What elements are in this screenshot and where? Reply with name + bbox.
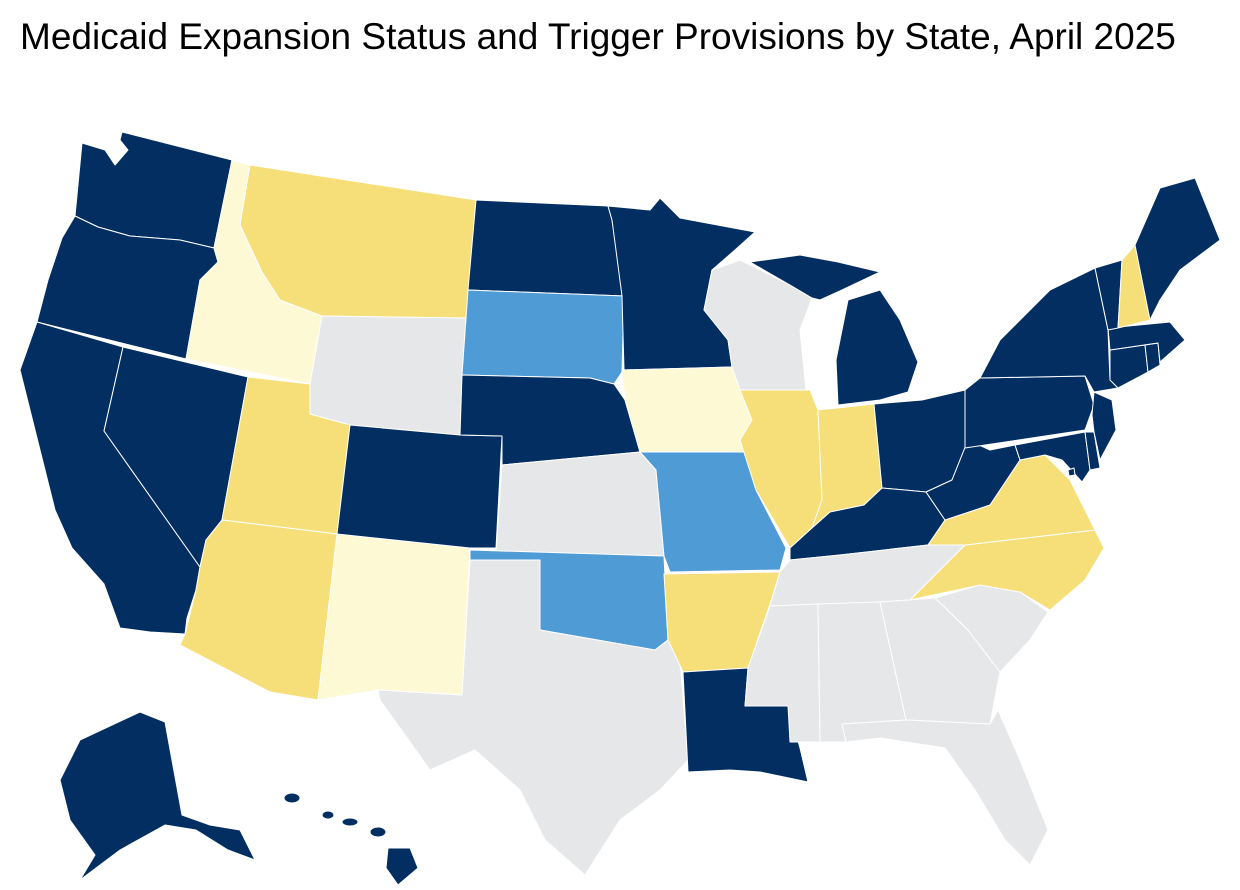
us-map-svg <box>19 131 1221 886</box>
state-florida[interactable] <box>841 709 1049 866</box>
state-new-jersey[interactable] <box>1091 391 1117 461</box>
state-colorado[interactable] <box>336 424 503 549</box>
state-texas[interactable] <box>377 559 689 876</box>
state-north-dakota[interactable] <box>467 199 625 297</box>
state-rhode-island[interactable] <box>1144 342 1161 373</box>
state-michigan[interactable] <box>749 254 919 406</box>
map-title: Medicaid Expansion Status and Trigger Pr… <box>20 16 1176 57</box>
state-hawaii[interactable] <box>283 792 419 886</box>
state-maine[interactable] <box>1134 177 1221 321</box>
state-delaware[interactable] <box>1084 431 1101 471</box>
state-connecticut[interactable] <box>1109 344 1149 389</box>
state-kansas[interactable] <box>495 451 665 557</box>
state-iowa[interactable] <box>621 366 753 453</box>
state-south-dakota[interactable] <box>461 289 625 385</box>
state-massachusetts[interactable] <box>1107 321 1186 363</box>
state-wyoming[interactable] <box>309 315 467 436</box>
state-new-york[interactable] <box>979 267 1119 393</box>
state-dc[interactable] <box>1067 467 1076 477</box>
state-alaska[interactable] <box>59 711 256 881</box>
state-new-mexico[interactable] <box>317 533 471 701</box>
us-map <box>0 120 1240 890</box>
